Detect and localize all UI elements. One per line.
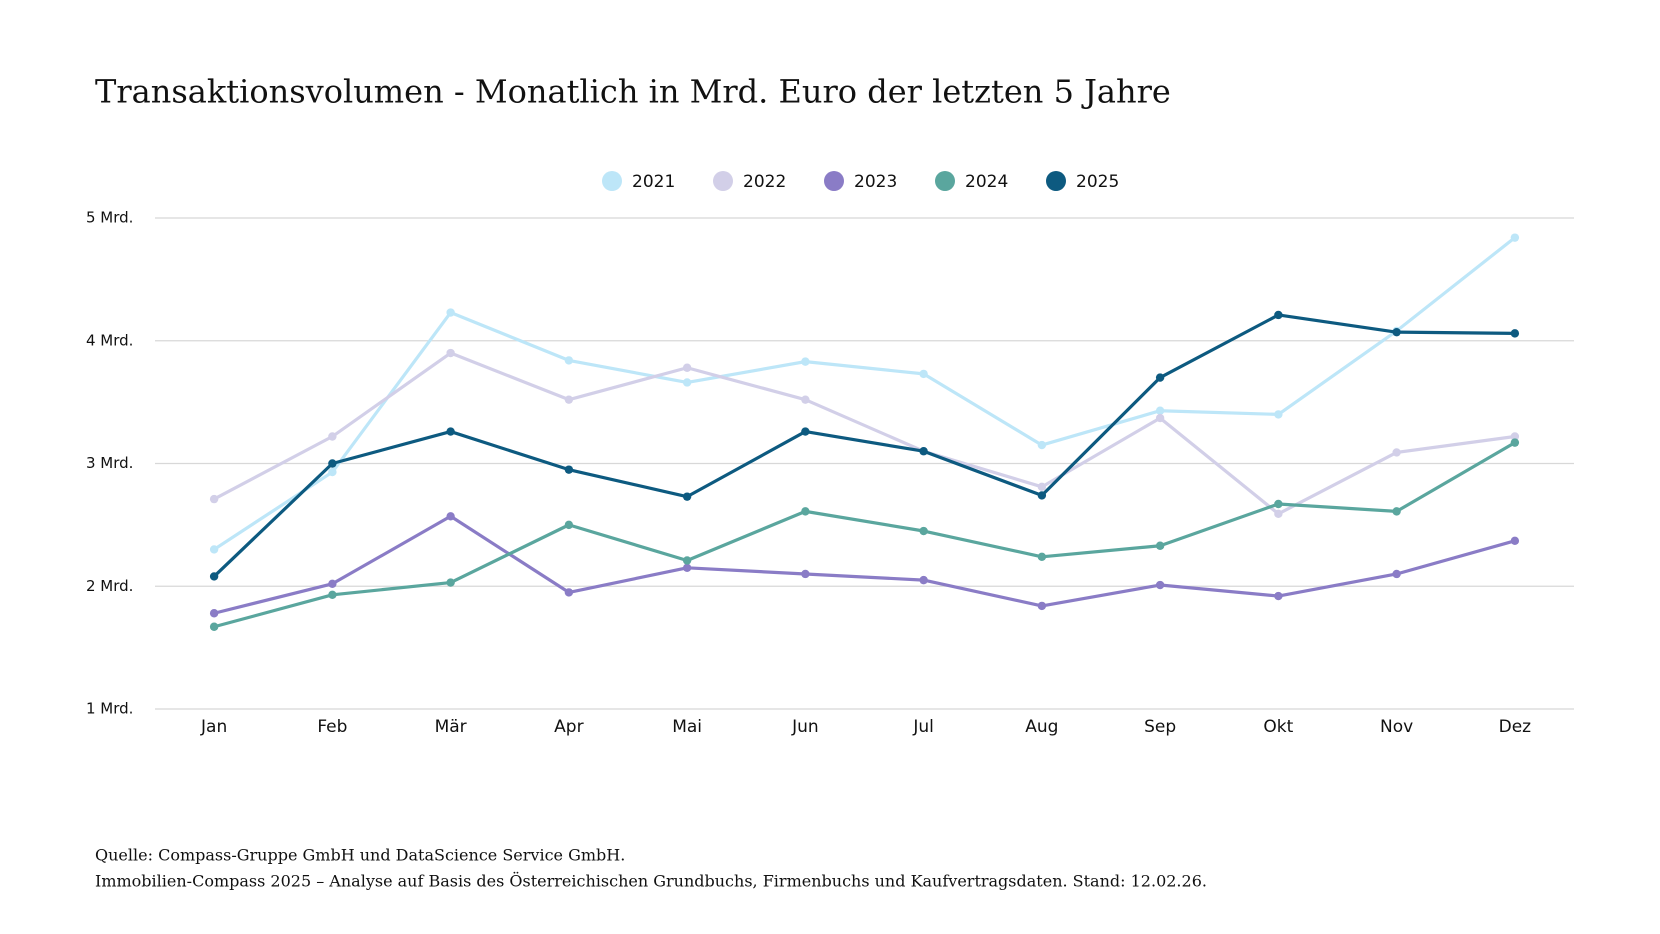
x-tick-label: Mär (435, 717, 467, 737)
point (1392, 569, 1401, 579)
legend-label: 2023 (854, 172, 897, 192)
point (1510, 432, 1520, 441)
point (1274, 509, 1283, 519)
legend-marker (824, 171, 844, 191)
point (1274, 591, 1283, 601)
point (1392, 327, 1401, 337)
point (1274, 499, 1283, 509)
point (1155, 373, 1165, 382)
legend-label: 2022 (743, 172, 786, 192)
point (919, 575, 928, 585)
point (446, 308, 455, 317)
point (446, 348, 455, 358)
point (682, 363, 692, 372)
point (801, 357, 810, 366)
x-tick-label: Dez (1499, 717, 1532, 737)
point (209, 494, 219, 504)
point (801, 427, 810, 436)
legend-marker (602, 171, 622, 191)
point (1037, 491, 1047, 500)
point (682, 563, 692, 573)
point (801, 569, 810, 579)
point (919, 526, 928, 536)
x-tick-label: Okt (1263, 717, 1293, 737)
y-tick-label: 3 Mrd. (86, 454, 133, 472)
point (209, 572, 219, 581)
point (446, 578, 455, 587)
x-tick-label: Feb (317, 717, 347, 737)
series-line (213, 351, 1516, 516)
y-tick-label: 4 Mrd. (86, 331, 133, 349)
point (919, 447, 928, 456)
point (801, 507, 810, 516)
point (564, 520, 574, 530)
footnote: Immobilien-Compass 2025 – Analyse auf Ba… (95, 871, 1207, 891)
legend-marker (935, 171, 955, 191)
point (328, 467, 337, 477)
point (209, 609, 219, 618)
x-tick-label: Aug (1025, 717, 1058, 737)
footnote: Quelle: Compass-Gruppe GmbH und DataScie… (95, 846, 625, 865)
point (1155, 541, 1165, 550)
point (1037, 440, 1047, 450)
point (1510, 438, 1520, 447)
legend-label: 2025 (1076, 172, 1119, 192)
point (801, 395, 810, 404)
point (1155, 406, 1165, 415)
chart-title: Transaktionsvolumen - Monatlich in Mrd. … (95, 73, 1171, 111)
series-line (213, 514, 1516, 615)
x-tick-label: Mai (672, 717, 702, 737)
legend-label: 2024 (965, 172, 1008, 192)
point (1392, 507, 1401, 516)
point (328, 590, 337, 600)
x-tick-label: Jul (912, 717, 934, 737)
series-line (213, 313, 1515, 578)
legend-label: 2021 (632, 172, 675, 192)
x-tick-label: Nov (1380, 717, 1413, 737)
series-line (213, 441, 1516, 629)
point (1510, 536, 1520, 546)
point (682, 492, 692, 501)
point (1392, 448, 1401, 457)
point (1037, 482, 1047, 492)
point (1510, 233, 1520, 242)
point (564, 356, 574, 365)
point (1155, 580, 1165, 590)
x-tick-label: Jan (200, 717, 227, 737)
point (1155, 413, 1165, 423)
y-tick-label: 1 Mrd. (86, 700, 133, 718)
y-tick-label: 5 Mrd. (86, 209, 133, 227)
point (446, 512, 455, 521)
point (682, 556, 692, 565)
point (328, 579, 337, 588)
legend-marker (1046, 171, 1066, 191)
y-tick-label: 2 Mrd. (86, 577, 133, 595)
point (1274, 410, 1283, 419)
point (328, 432, 337, 441)
x-tick-label: Apr (554, 717, 583, 737)
point (1037, 601, 1047, 611)
point (564, 588, 574, 597)
point (209, 622, 219, 631)
x-tick-label: Jun (791, 717, 819, 737)
point (446, 427, 455, 436)
series-line (213, 236, 1516, 551)
point (564, 395, 574, 404)
point (919, 369, 928, 379)
point (1037, 552, 1047, 561)
legend-marker (713, 171, 733, 191)
point (564, 465, 574, 474)
point (1510, 329, 1520, 338)
x-tick-label: Sep (1144, 717, 1176, 737)
point (682, 378, 692, 387)
point (209, 545, 219, 554)
point (328, 459, 337, 468)
point (1274, 310, 1283, 320)
